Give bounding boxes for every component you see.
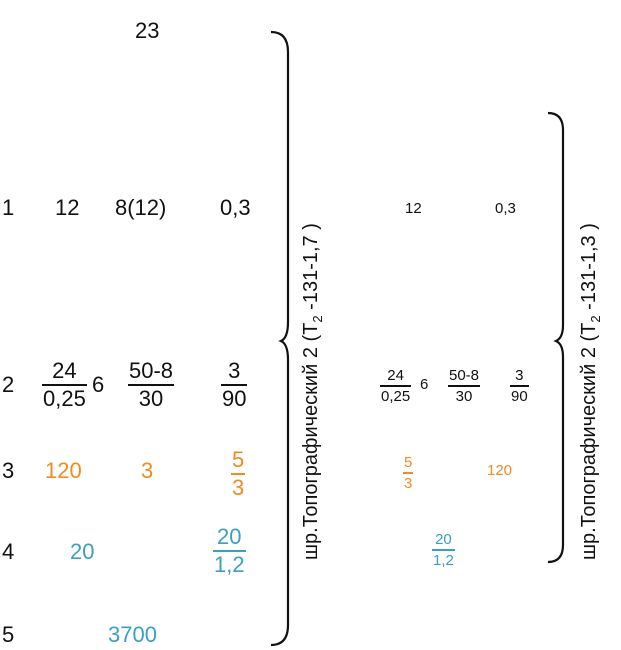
- g1-row3-fraction: 5 3: [231, 447, 246, 500]
- g2-row3-value-1: 120: [487, 462, 513, 479]
- fraction-bar: [221, 384, 248, 386]
- group1-label-prefix: шр.Топографический 2 (Т: [300, 322, 322, 560]
- fraction-bar: [510, 385, 529, 387]
- g1-row2-fraction-1: 24 0,25: [42, 360, 87, 410]
- g2-row3-fraction: 5 3: [403, 454, 414, 492]
- g2-row2-fraction-1-denominator: 0,25: [381, 388, 411, 405]
- g1-row3-value-1: 120: [45, 458, 82, 483]
- g2-row2-multiplier: 6: [420, 376, 429, 393]
- fraction-bar: [213, 550, 246, 552]
- g1-row1-value-2: 8(12): [115, 195, 167, 220]
- g1-row2-fraction-3: 3 90: [221, 358, 248, 411]
- group2-label: шр.Топографический 2 (Т2 -131-1,3 ): [578, 223, 603, 560]
- g1-row2-fraction-2: 50-8 30: [128, 358, 175, 411]
- page-number: 23: [135, 18, 160, 43]
- group1-label-suffix: -131-1,7 ): [300, 223, 322, 316]
- g2-row2-fraction-2: 50-8 30: [448, 367, 481, 405]
- row-label-3: 3: [2, 458, 15, 483]
- g1-row1-value-1: 12: [55, 195, 80, 220]
- group2-label-subscript: 2: [588, 315, 603, 323]
- g1-row5-value-1: 3700: [108, 622, 157, 647]
- fraction-bar: [448, 385, 481, 387]
- fraction-bar: [432, 549, 455, 551]
- g1-row3-fraction-denominator: 3: [232, 475, 245, 500]
- g1-row2-multiplier: 6: [92, 372, 105, 397]
- g2-row2-fraction-1-numerator: 24: [387, 367, 404, 384]
- g2-row4-fraction-denominator: 1,2: [433, 552, 454, 569]
- group2-label-suffix: -131-1,3 ): [578, 223, 600, 316]
- g1-row2-fraction-3-denominator: 90: [222, 386, 247, 411]
- g1-row4-value-1: 20: [70, 539, 95, 564]
- group1-brace: [270, 30, 290, 647]
- g1-row2-fraction-3-numerator: 3: [228, 358, 241, 383]
- g1-row4-fraction: 20 1,2: [213, 526, 246, 576]
- g1-row3-fraction-numerator: 5: [232, 447, 245, 472]
- group1-label: шр.Топографический 2 (Т2 -131-1,7 ): [300, 223, 325, 560]
- g2-row2-fraction-3-numerator: 3: [515, 367, 524, 384]
- g1-row2-fraction-1-denominator: 0,25: [43, 386, 86, 411]
- row-label-5: 5: [2, 622, 15, 647]
- g2-row4-fraction: 20 1,2: [432, 532, 455, 568]
- fraction-bar: [42, 384, 87, 386]
- group2-label-prefix: шр.Топографический 2 (Т: [578, 322, 600, 560]
- group2-brace: [547, 111, 565, 564]
- g2-row2-fraction-3: 3 90: [510, 368, 529, 404]
- g1-row2-fraction-2-denominator: 30: [138, 386, 164, 411]
- fraction-bar: [128, 384, 175, 386]
- fraction-bar: [380, 385, 412, 387]
- g2-row1-value-2: 0,3: [495, 200, 516, 217]
- g1-row4-fraction-denominator: 1,2: [214, 552, 245, 577]
- g1-row3-value-2: 3: [141, 458, 154, 483]
- g1-row2-fraction-2-numerator: 50-8: [129, 358, 174, 383]
- g1-row2-fraction-1-numerator: 24: [52, 358, 77, 383]
- g2-row2-fraction-3-denominator: 90: [511, 388, 528, 405]
- g2-row2-fraction-2-denominator: 30: [455, 388, 473, 405]
- row-label-2: 2: [2, 372, 15, 397]
- g1-row4-fraction-numerator: 20: [217, 524, 242, 549]
- g2-row1-value-1: 12: [405, 200, 422, 217]
- fraction-bar: [231, 473, 246, 475]
- fraction-bar: [403, 472, 414, 474]
- g2-row2-fraction-1: 24 0,25: [380, 367, 412, 405]
- g2-row3-fraction-denominator: 3: [404, 475, 413, 492]
- g2-row2-fraction-2-numerator: 50-8: [449, 367, 480, 384]
- group1-label-subscript: 2: [310, 315, 325, 323]
- g2-row4-fraction-numerator: 20: [435, 531, 452, 548]
- row-label-1: 1: [2, 195, 15, 220]
- row-label-4: 4: [2, 539, 15, 564]
- g2-row3-fraction-numerator: 5: [404, 454, 413, 471]
- g1-row1-value-3: 0,3: [220, 195, 251, 220]
